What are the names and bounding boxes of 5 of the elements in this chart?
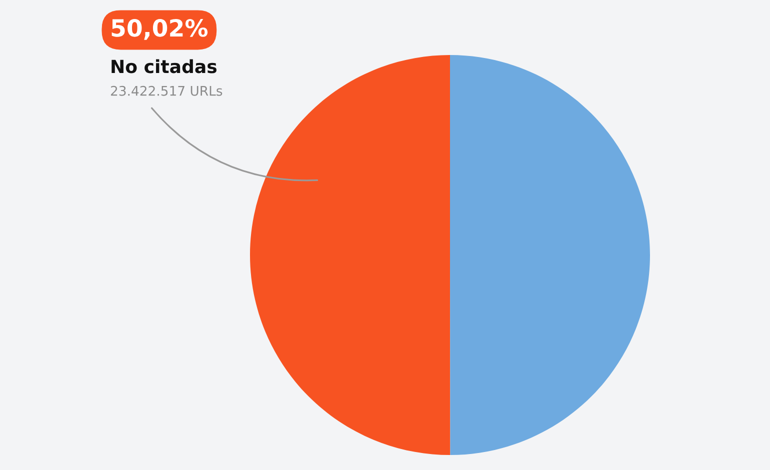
- data-label: 50,02%: [112, 18, 208, 40]
- slice-label: No citadas: [112, 59, 217, 74]
- text: 23.422.517 URLs: [110, 86, 222, 96]
- pie-slice: [450, 55, 650, 455]
- pie-slice: [250, 55, 450, 455]
